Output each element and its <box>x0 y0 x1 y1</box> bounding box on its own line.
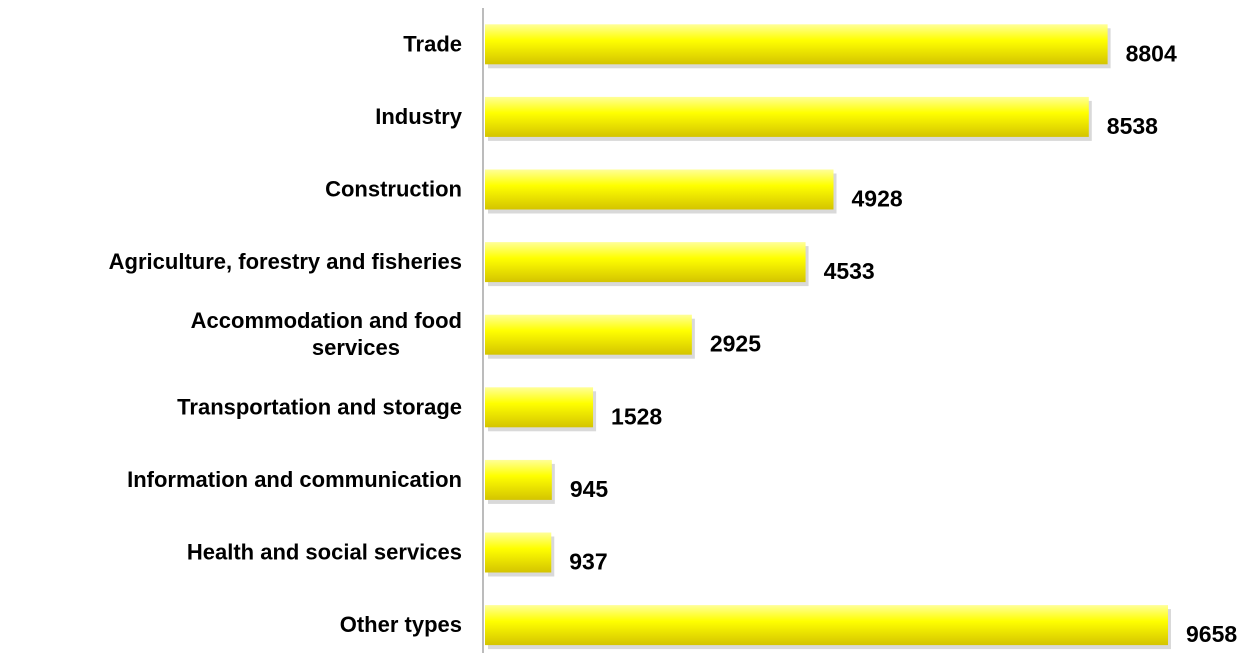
value-label: 945 <box>570 476 609 502</box>
category-label: Information and communication <box>127 467 462 492</box>
bar <box>485 169 834 210</box>
category-label: Accommodation and food services <box>191 308 462 360</box>
bar <box>485 387 594 428</box>
category-label: Transportation and storage <box>177 394 462 419</box>
category-label: Agriculture, forestry and fisheries <box>109 249 462 274</box>
bar <box>485 24 1108 65</box>
bar <box>485 605 1168 646</box>
value-label: 2925 <box>710 331 761 357</box>
category-label: Construction <box>325 177 462 202</box>
category-label: Trade <box>403 31 462 56</box>
bar <box>485 532 552 573</box>
category-labels: Trade Industry Construction Agriculture, fo… <box>109 31 463 637</box>
bars <box>485 24 1168 646</box>
bar <box>485 459 552 500</box>
bar <box>485 314 692 355</box>
value-label: 4533 <box>824 258 875 284</box>
value-label: 4928 <box>852 186 903 212</box>
value-labels: 8804 8538 4928 4533 2925 1528 945 937 9658 <box>569 40 1237 647</box>
value-label: 9658 <box>1186 621 1237 647</box>
category-label: Other types <box>340 612 462 637</box>
value-label: 8804 <box>1126 40 1177 66</box>
category-label: Health and social services <box>187 540 462 565</box>
value-label: 1528 <box>611 403 662 429</box>
category-label: Industry <box>375 104 463 129</box>
bar <box>485 96 1089 137</box>
value-label: 937 <box>569 549 607 575</box>
value-label: 8538 <box>1107 113 1158 139</box>
bar <box>485 242 806 283</box>
